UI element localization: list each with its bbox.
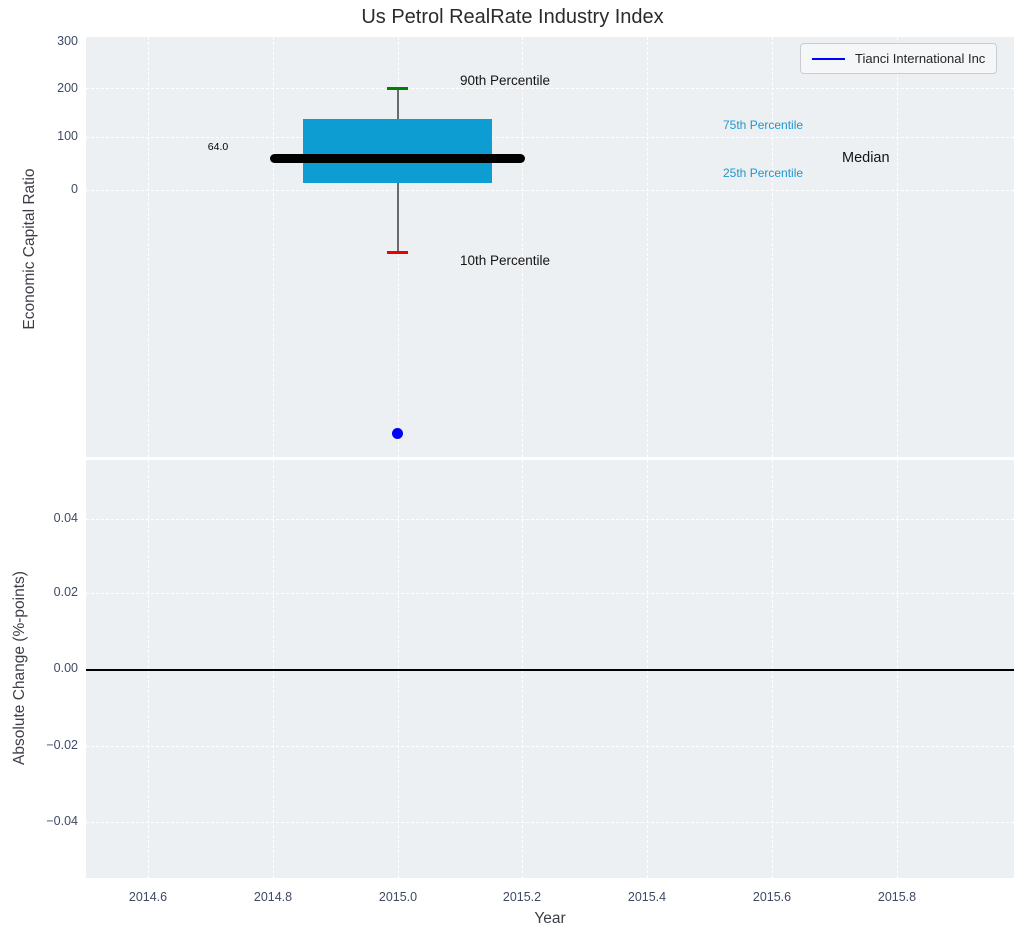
bottom-plot-area [86, 460, 1014, 878]
median-value-label: 64.0 [207, 141, 229, 153]
p10-annotation: 10th Percentile [460, 253, 551, 268]
p90-cap [387, 87, 408, 90]
gridline [273, 37, 274, 457]
median-line [270, 154, 525, 163]
y-tick-label: 200 [57, 81, 78, 95]
top-plot-area: 64.0 90th Percentile 10th Percentile 75t… [86, 37, 1014, 457]
p90-annotation: 90th Percentile [460, 73, 551, 88]
zero-baseline [86, 669, 1014, 671]
median-annotation: Median [842, 150, 890, 166]
gridline [86, 137, 1014, 138]
legend: Tianci International Inc [800, 43, 998, 74]
x-axis-label: Year [534, 910, 566, 927]
y-tick-label: 0.04 [53, 511, 78, 525]
gridline [86, 88, 1014, 89]
x-tick-label: 2015.6 [752, 890, 792, 904]
gridline [86, 519, 1014, 520]
p25-annotation: 25th Percentile [723, 166, 804, 180]
p75-annotation: 75th Percentile [723, 118, 804, 132]
percentile-box [303, 119, 492, 183]
gridline [86, 593, 1014, 594]
gridline [522, 37, 523, 457]
gridline [86, 190, 1014, 191]
chart-title: Us Petrol RealRate Industry Index [361, 6, 664, 28]
gridline [86, 746, 1014, 747]
y-tick-label: −0.02 [46, 738, 78, 752]
y-tick-label: 300 [57, 34, 78, 48]
y-tick-label: 0 [71, 182, 78, 196]
legend-label: Tianci International Inc [855, 51, 986, 66]
p10-cap [387, 251, 408, 254]
y-tick-label: 100 [57, 129, 78, 143]
x-tick-label: 2014.8 [253, 890, 293, 904]
gridline [772, 37, 773, 457]
y-tick-label: 0.00 [53, 661, 78, 675]
y-tick-label: −0.04 [46, 814, 78, 828]
x-tick-label: 2015.8 [877, 890, 917, 904]
gridline [897, 37, 898, 457]
bottom-y-axis-label: Absolute Change (%-points) [11, 571, 28, 765]
y-tick-label: 0.02 [53, 585, 78, 599]
x-tick-label: 2015.4 [627, 890, 667, 904]
gridline [86, 822, 1014, 823]
gridline [647, 37, 648, 457]
legend-line-icon [812, 57, 845, 60]
gridline [148, 37, 149, 457]
x-tick-label: 2014.6 [128, 890, 168, 904]
company-data-point [392, 428, 403, 439]
top-y-axis-label: Economic Capital Ratio [21, 168, 38, 330]
x-tick-label: 2015.0 [378, 890, 418, 904]
x-tick-label: 2015.2 [502, 890, 542, 904]
